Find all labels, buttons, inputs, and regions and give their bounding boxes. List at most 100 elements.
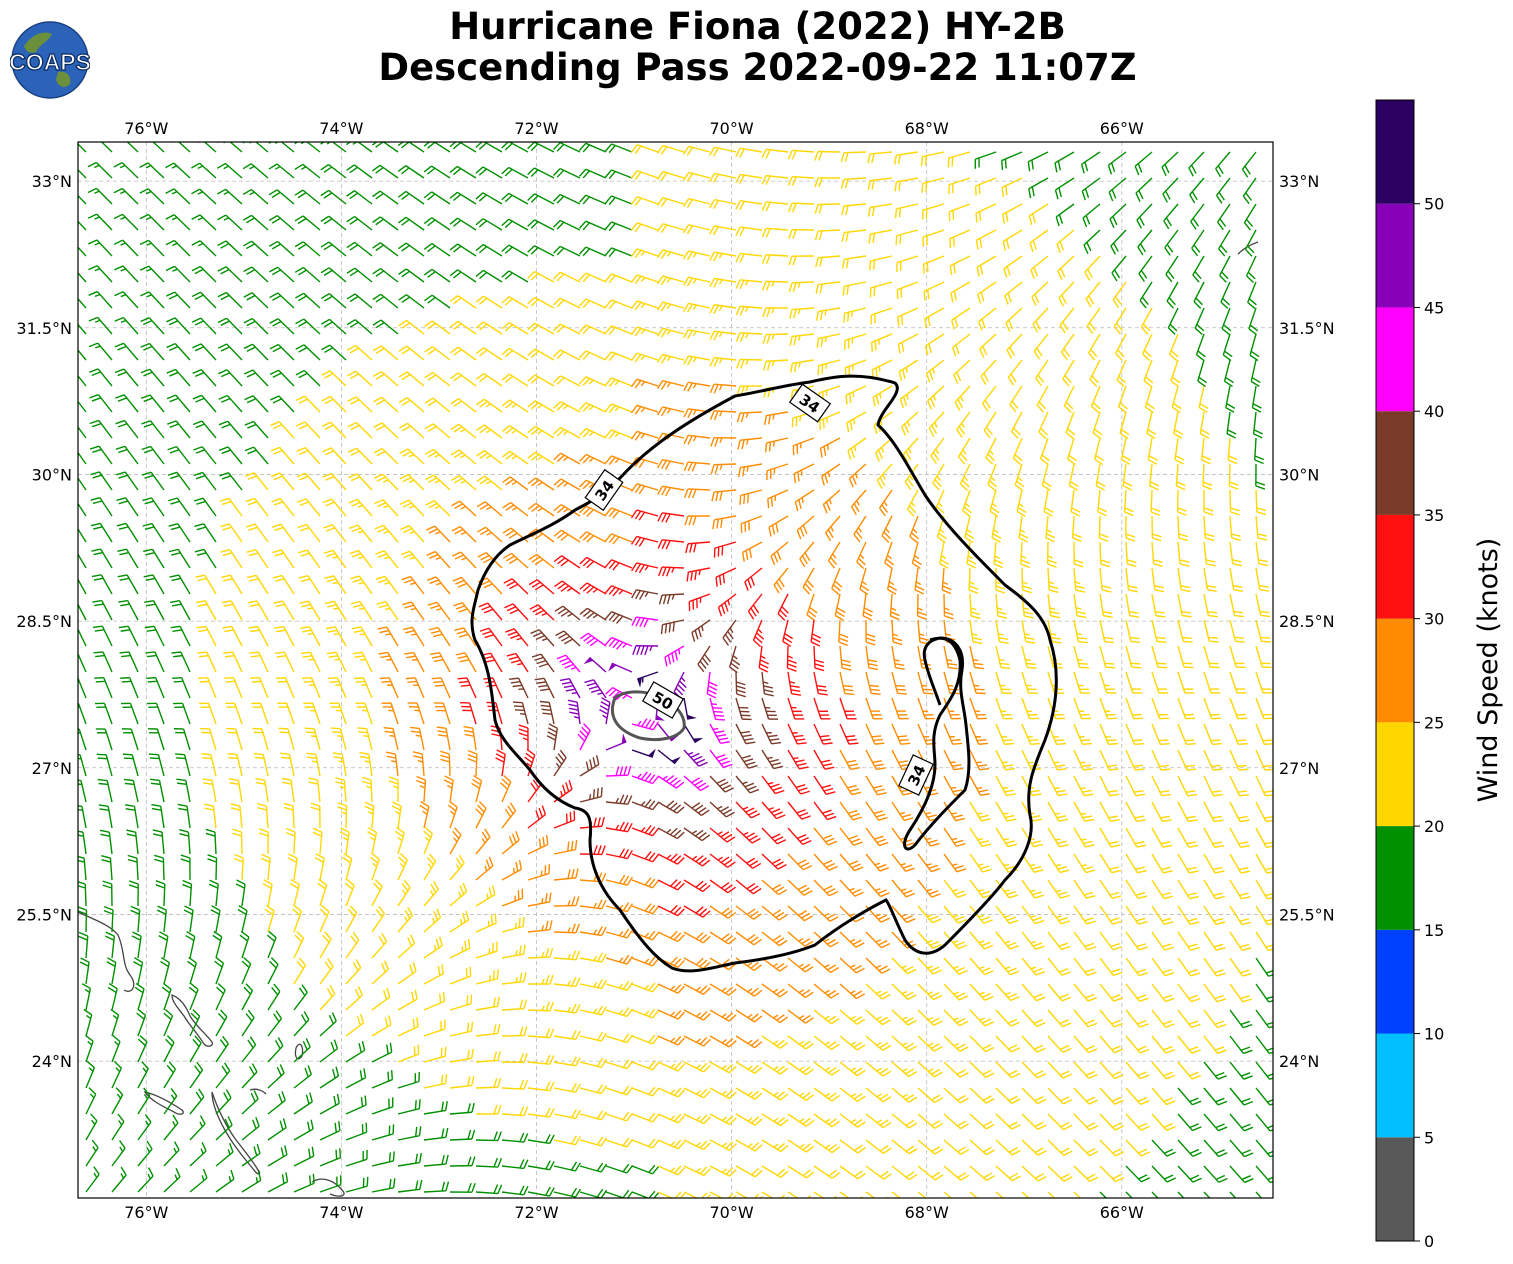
wind-barb	[709, 383, 737, 394]
barb-full	[1156, 640, 1167, 644]
barb-full	[579, 350, 587, 359]
barb-full	[1253, 433, 1263, 439]
barb-full	[736, 385, 741, 396]
barb-full	[1196, 354, 1205, 362]
barb-full	[553, 323, 561, 332]
barb-full	[140, 394, 151, 400]
barb-half	[145, 164, 152, 169]
barb-full	[1001, 160, 1004, 171]
barb-full	[479, 297, 488, 305]
barb-full	[478, 220, 488, 228]
wind-barb	[346, 241, 373, 257]
wind-barb	[1192, 255, 1205, 283]
barb-full	[527, 219, 535, 227]
barb-full	[217, 266, 227, 272]
barb-half	[959, 396, 964, 402]
barb-full	[1241, 168, 1249, 178]
wind-barb	[139, 239, 165, 257]
barb-full	[553, 349, 561, 358]
barb-half	[563, 404, 569, 410]
barb-full	[407, 680, 417, 684]
barb-full	[983, 430, 991, 439]
barb-full	[1060, 268, 1066, 278]
barb-full	[349, 192, 359, 200]
barb-full	[814, 230, 819, 241]
barb-full	[608, 378, 616, 388]
wind-barb	[217, 343, 243, 361]
barb-full	[1032, 240, 1037, 250]
barb-shaft	[331, 142, 347, 153]
barb-full	[1197, 350, 1206, 358]
wind-barb	[787, 149, 815, 160]
wind-barb	[120, 142, 139, 153]
barb-half	[223, 217, 230, 221]
barb-half	[666, 356, 672, 362]
wind-barb	[1054, 151, 1075, 173]
barb-full	[246, 320, 256, 327]
wind-barb	[630, 404, 659, 415]
wind-barb	[1143, 359, 1154, 388]
barb-full	[349, 347, 359, 354]
barb-half	[614, 380, 620, 386]
barb-full	[1146, 432, 1156, 439]
wind-barb	[630, 248, 659, 259]
barb-full	[630, 352, 638, 362]
barb-full	[295, 395, 305, 402]
barb-half	[719, 384, 723, 390]
wind-barb	[978, 307, 997, 331]
barb-half	[640, 329, 646, 335]
barb-full	[1222, 297, 1230, 306]
barb-full	[1056, 742, 1067, 745]
barb-full	[846, 285, 850, 295]
barb-full	[713, 384, 719, 394]
wind-barb	[320, 189, 347, 205]
barb-full	[147, 654, 157, 658]
wind-barb	[78, 323, 87, 335]
barb-full	[1030, 269, 1035, 280]
wind-barb	[191, 317, 217, 335]
barb-full	[604, 247, 613, 256]
barb-full	[434, 684, 445, 687]
wind-barb	[920, 151, 945, 167]
barb-half	[120, 319, 127, 323]
wind-barb	[527, 374, 555, 387]
wind-barb	[840, 177, 867, 189]
barb-full	[1226, 403, 1236, 409]
wind-barb	[527, 219, 555, 231]
barb-full	[298, 372, 308, 379]
wind-barb	[423, 191, 451, 205]
barb-full	[294, 163, 304, 171]
barb-half	[824, 336, 827, 343]
barb-full	[1113, 326, 1121, 335]
barb-half	[640, 407, 646, 413]
barb-full	[298, 295, 307, 302]
barb-full	[634, 327, 642, 337]
barb-full	[764, 442, 768, 453]
barb-full	[1141, 296, 1149, 305]
barb-half	[932, 368, 935, 374]
barb-half	[171, 242, 178, 247]
barb-full	[401, 399, 411, 406]
barb-half	[415, 734, 422, 737]
barb-half	[719, 410, 723, 417]
barb-full	[88, 239, 98, 245]
barb-full	[980, 375, 987, 385]
barb-full	[1113, 242, 1119, 252]
barb-full	[1058, 297, 1065, 307]
barb-full	[556, 273, 565, 282]
barb-full	[1234, 636, 1244, 639]
wind-barb	[449, 295, 477, 309]
barb-full	[398, 242, 407, 250]
barb-half	[799, 415, 802, 422]
barb-full	[1200, 433, 1210, 439]
wind-barb	[899, 385, 919, 409]
barb-full	[217, 214, 227, 221]
wind-barb	[243, 369, 269, 387]
barb-full	[65, 498, 74, 500]
barb-half	[666, 277, 672, 283]
barb-full	[501, 192, 510, 201]
barb-full	[296, 421, 306, 427]
barb-full	[712, 147, 720, 157]
barb-half	[197, 242, 204, 247]
barb-shaft	[78, 272, 87, 283]
